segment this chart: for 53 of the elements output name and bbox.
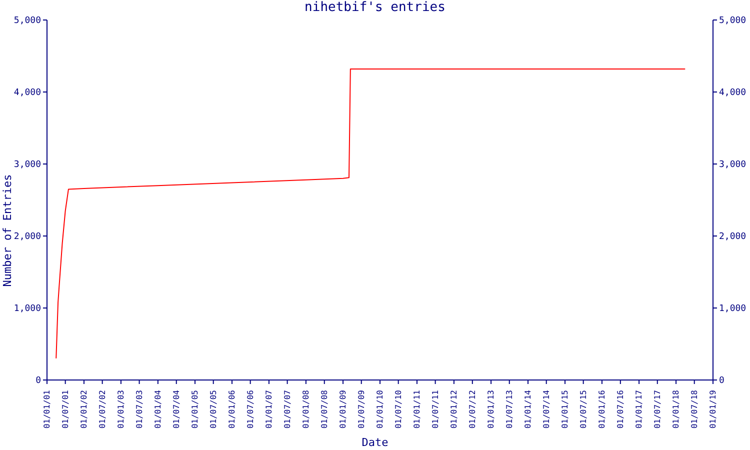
x-tick-label: 01/07/16	[616, 390, 625, 429]
y2-tick-label: 4,000	[719, 88, 746, 98]
x-tick-label: 01/07/09	[356, 390, 366, 429]
y2-tick-label: 0	[719, 376, 724, 386]
y-tick-label: 4,000	[14, 88, 41, 98]
x-tick-label: 01/07/05	[208, 390, 218, 429]
x-tick-label: 01/01/07	[264, 390, 274, 429]
y-tick-label: 3,000	[14, 160, 41, 170]
x-tick-label: 01/07/13	[504, 390, 514, 429]
x-tick-label: 01/07/11	[430, 390, 440, 429]
y-tick-label: 0	[36, 376, 41, 386]
x-axis-title: Date	[360, 436, 390, 449]
y-tick-label: 2,000	[14, 232, 41, 242]
x-tick-label: 01/01/13	[486, 390, 496, 429]
x-tick-label: 01/07/02	[98, 390, 107, 429]
x-tick-label: 01/07/08	[320, 390, 329, 429]
x-tick-label: 01/01/17	[634, 390, 644, 429]
x-tick-label: 01/01/02	[79, 390, 88, 429]
x-tick-label: 01/01/09	[338, 390, 348, 429]
x-tick-label: 01/01/08	[301, 390, 310, 429]
x-tick-label: 01/07/18	[690, 390, 699, 429]
y-tick-label: 1,000	[14, 304, 41, 314]
y-axis-title: Number of Entries	[0, 174, 14, 286]
x-tick-label: 01/01/10	[376, 390, 384, 429]
x-tick-label: 01/07/04	[172, 390, 181, 429]
x-tick-label: 01/07/17	[652, 390, 662, 429]
line-series	[56, 68, 686, 359]
x-tick-label: 01/01/19	[708, 390, 718, 429]
x-tick-label: 01/01/14	[524, 390, 533, 429]
x-tick-label: 01/01/01	[42, 390, 52, 429]
y-tick-label: 5,000	[14, 16, 41, 26]
y2-tick-label: 1,000	[719, 304, 746, 314]
x-tick-label: 01/01/05	[190, 390, 200, 429]
x-tick-label: 01/07/06	[246, 390, 255, 429]
x-tick-label: 01/07/12	[468, 390, 477, 429]
x-tick-label: 01/01/11	[412, 390, 422, 429]
x-tick-label: 01/01/15	[560, 390, 570, 429]
x-tick-label: 01/01/06	[227, 390, 236, 429]
y2-tick-label: 2,000	[719, 232, 746, 242]
x-tick-label: 01/01/16	[597, 390, 606, 429]
x-tick-label: 01/07/14	[542, 390, 551, 429]
x-tick-label: 01/07/15	[578, 390, 588, 429]
y2-tick-label: 5,000	[719, 16, 746, 26]
x-tick-label: 01/07/03	[134, 390, 144, 429]
chart-title: nihetbif's entries	[304, 0, 446, 15]
x-tick-label: 01/01/12	[449, 390, 458, 429]
y2-tick-label: 3,000	[719, 160, 746, 170]
x-tick-label: 01/07/07	[282, 390, 292, 429]
x-tick-label: 01/01/18	[672, 390, 681, 429]
x-tick-label: 01/01/04	[153, 390, 162, 429]
x-tick-label: 01/01/03	[116, 390, 126, 429]
x-tick-label: 01/07/01	[60, 390, 70, 429]
x-tick-label: 01/07/10	[394, 390, 403, 429]
